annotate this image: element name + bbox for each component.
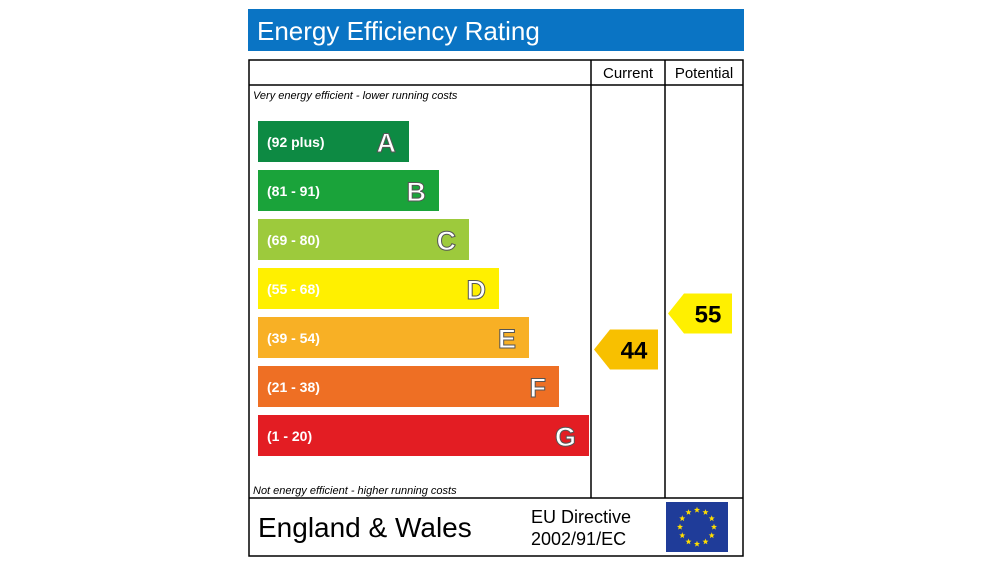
rating-current: 44 [594, 329, 658, 370]
band-d: (55 - 68) D [258, 268, 499, 309]
band-bar-a [258, 121, 409, 162]
band-range-label: (69 - 80) [267, 232, 320, 248]
eu-star-icon [708, 515, 715, 522]
band-bar-e [258, 317, 529, 358]
rating-bands: (92 plus) A (81 - 91) B (69 - 80) C (55 - 68) D… [258, 121, 589, 456]
band-letter-label: A [377, 128, 397, 158]
band-letter-label: D [467, 275, 487, 305]
band-range-label: (55 - 68) [267, 281, 320, 297]
top-note: Very energy efficient - lower running co… [253, 90, 458, 102]
rating-arrow-potential [668, 293, 732, 334]
band-letter-label: C [437, 226, 457, 256]
rating-arrows: 44 55 [594, 293, 732, 370]
chart-title: Energy Efficiency Rating [257, 16, 540, 46]
eu-star-icon [708, 532, 715, 539]
band-letter-label: G [555, 422, 576, 452]
eu-star-icon [679, 515, 686, 522]
band-bar-g [258, 415, 589, 456]
eu-star-icon [679, 532, 686, 539]
band-range-label: (92 plus) [267, 134, 325, 150]
eu-star-icon [676, 523, 684, 530]
band-bar-c [258, 219, 469, 260]
eu-star-icon [685, 538, 692, 545]
column-header-potential: Potential [675, 65, 733, 82]
eu-star-icon [702, 509, 709, 515]
band-e: (39 - 54) E [258, 317, 529, 358]
band-letter-label: B [407, 177, 427, 207]
eu-star-icon [693, 506, 701, 513]
rating-value-current: 44 [621, 338, 648, 365]
eu-flag-icon [666, 502, 728, 552]
rating-arrow-current [594, 329, 658, 370]
eu-star-icon [702, 538, 709, 545]
eu-star-icon [685, 509, 692, 515]
band-bar-d [258, 268, 499, 309]
band-b: (81 - 91) B [258, 170, 439, 211]
title-bar [248, 9, 744, 51]
column-header-current: Current [603, 65, 654, 82]
eu-star-icon [693, 540, 701, 547]
band-range-label: (21 - 38) [267, 379, 320, 395]
bottom-note: Not energy efficient - higher running co… [253, 485, 457, 497]
band-range-label: (1 - 20) [267, 428, 312, 444]
band-a: (92 plus) A [258, 121, 409, 162]
rating-potential: 55 [668, 293, 732, 334]
region-label: England & Wales [258, 512, 472, 543]
band-bar-f [258, 366, 559, 407]
band-bar-b [258, 170, 439, 211]
chart-frame [248, 59, 744, 557]
rating-value-potential: 55 [695, 302, 722, 329]
band-g: (1 - 20) G [258, 415, 589, 456]
band-letter-label: F [530, 373, 547, 403]
directive-line-1: EU Directive [531, 507, 631, 527]
band-range-label: (39 - 54) [267, 330, 320, 346]
band-c: (69 - 80) C [258, 219, 469, 260]
eu-star-icon [710, 523, 718, 530]
band-range-label: (81 - 91) [267, 183, 320, 199]
band-f: (21 - 38) F [258, 366, 559, 407]
band-letter-label: E [498, 324, 516, 354]
directive-line-2: 2002/91/EC [531, 529, 626, 549]
